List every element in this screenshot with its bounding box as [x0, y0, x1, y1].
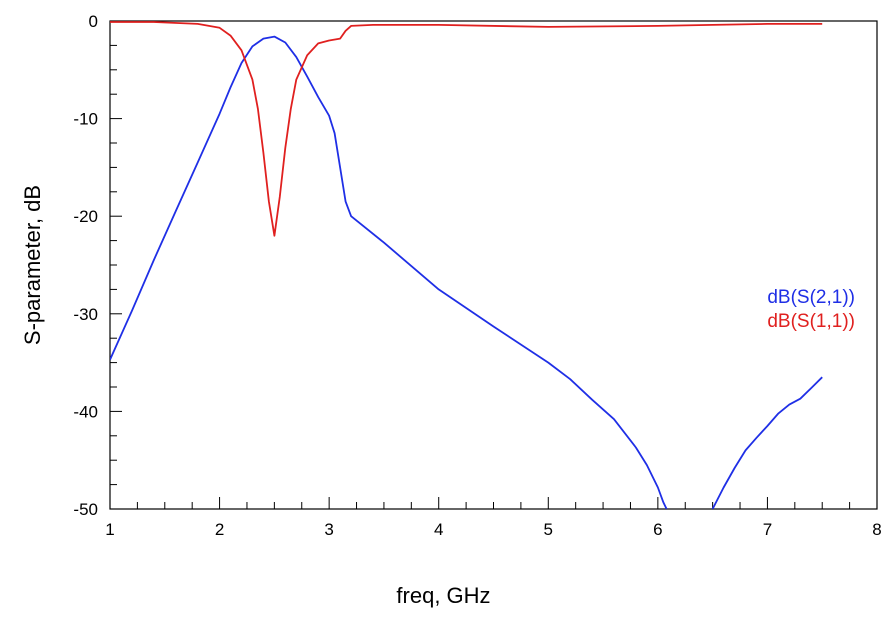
series-line-db-s-2-1--0 — [110, 35, 668, 509]
x-tick-label: 2 — [215, 520, 224, 539]
legend-entry: dB(S(1,1)) — [767, 311, 855, 332]
y-tick-label: -10 — [73, 110, 98, 129]
x-tick-label: 8 — [872, 520, 881, 539]
x-tick-label: 7 — [763, 520, 772, 539]
x-tick-label: 3 — [324, 520, 333, 539]
y-axis-title: S-parameter, dB — [20, 185, 45, 345]
x-tick-label: 5 — [544, 520, 553, 539]
series-line-db-s-1-1--2 — [110, 21, 823, 237]
x-tick-label: 4 — [434, 520, 443, 539]
legend-entry: dB(S(2,1)) — [767, 287, 855, 308]
series-line-db-s-2-1--1 — [711, 376, 823, 509]
y-tick-label: -30 — [73, 305, 98, 324]
y-tick-label: -40 — [73, 402, 98, 421]
y-tick-label: 0 — [89, 12, 98, 31]
x-tick-label: 6 — [653, 520, 662, 539]
x-axis-title: freq, GHz — [396, 583, 490, 608]
x-tick-label: 1 — [105, 520, 114, 539]
y-tick-label: -20 — [73, 207, 98, 226]
plot-frame — [109, 20, 878, 510]
y-tick-label: -50 — [73, 500, 98, 519]
